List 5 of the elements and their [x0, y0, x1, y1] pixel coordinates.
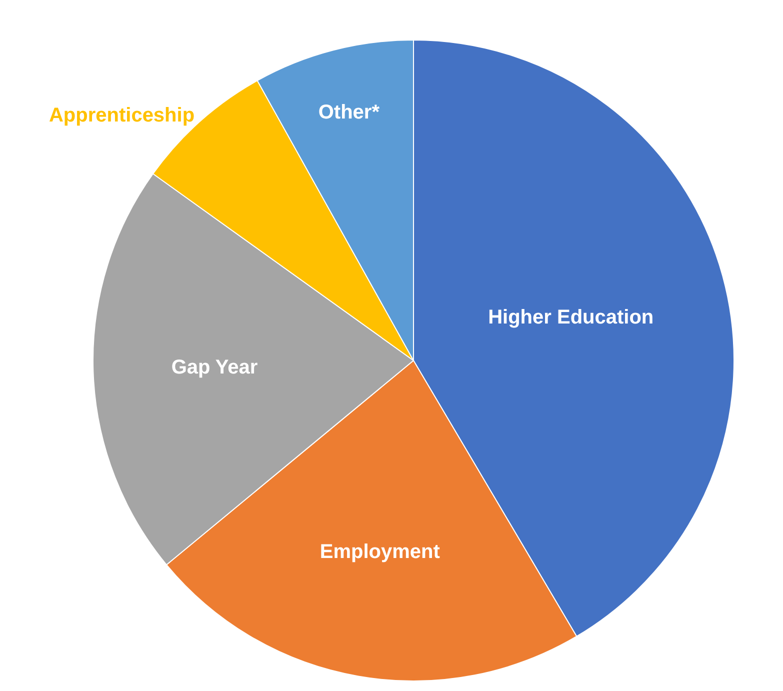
slice-label: Higher Education: [488, 306, 654, 328]
slice-label: Other*: [318, 102, 380, 124]
slice-label: Employment: [320, 540, 440, 563]
slice-label: Gap Year: [171, 356, 258, 378]
slice-label: Apprenticeship: [48, 104, 195, 126]
